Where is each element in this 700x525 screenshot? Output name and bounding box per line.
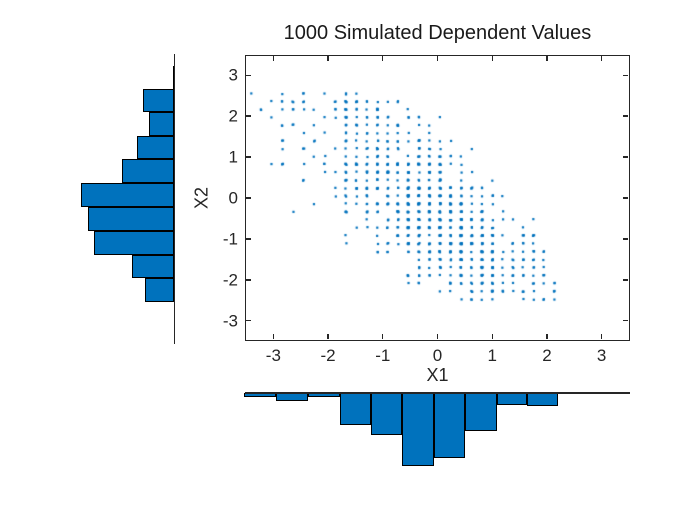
x1-hist-bar	[371, 392, 402, 436]
y-tick-mark	[246, 74, 252, 76]
y-tick-mark-right	[623, 320, 629, 322]
chart-title: 1000 Simulated Dependent Values	[283, 22, 592, 44]
x2-hist-axis-line	[173, 54, 175, 344]
y-tick-mark	[246, 238, 252, 240]
x2-hist-bar	[87, 206, 175, 231]
x1-hist-axis-line	[245, 392, 630, 394]
x-tick-label: -3	[265, 346, 281, 365]
x2-hist-bar	[145, 278, 175, 303]
x1-hist-bar	[402, 392, 434, 467]
x2-hist-bar	[121, 159, 175, 184]
y-tick-mark	[246, 115, 252, 117]
y-axis-label: X2	[191, 186, 212, 210]
x-tick-mark-top	[272, 56, 275, 62]
y-tick-label: -2	[222, 270, 238, 290]
y-tick-mark	[246, 156, 252, 158]
x2-hist-bar	[149, 112, 175, 137]
y-tick-mark-right	[623, 74, 629, 76]
x-tick-mark-top	[436, 56, 439, 62]
x-tick-label: -1	[375, 346, 391, 365]
x2-hist-bar	[132, 254, 175, 279]
x-tick-mark	[600, 334, 603, 340]
y-tick-mark	[246, 197, 252, 199]
y-tick-mark-right	[623, 156, 629, 158]
x-tick-label: 2	[542, 346, 552, 365]
y-tick-label: 1	[228, 147, 238, 167]
y-tick-mark-right	[623, 115, 629, 117]
x-tick-mark	[436, 334, 439, 340]
x2-hist-bar	[93, 230, 175, 255]
x-tick-mark	[546, 334, 548, 340]
x-tick-mark-top	[600, 56, 603, 62]
y-tick-mark-right	[623, 279, 629, 281]
y-tick-mark-right	[623, 197, 629, 199]
y-tick-label: -3	[222, 311, 238, 331]
x-tick-mark	[382, 334, 384, 340]
x2-hist-bar	[81, 183, 175, 207]
x-tick-mark-top	[327, 56, 329, 62]
y-tick-mark	[246, 279, 252, 281]
x1-hist-bar	[433, 392, 466, 459]
x-tick-mark-top	[546, 56, 548, 62]
x1-hist-bar	[339, 392, 372, 425]
x-axis-label: X1	[426, 365, 449, 385]
y-tick-label: 0	[228, 188, 238, 208]
y-tick-mark	[246, 320, 252, 322]
x1-hist-bar	[465, 392, 497, 432]
scatter-plot-area	[245, 55, 630, 341]
x-tick-mark-top	[382, 56, 384, 62]
x1-hist-bar	[527, 392, 559, 407]
y-tick-label: -1	[222, 229, 238, 249]
x-tick-label: -2	[320, 346, 336, 365]
x1-hist-bar	[496, 392, 528, 405]
y-tick-label: 2	[228, 106, 238, 126]
y-tick-label: 3	[228, 65, 238, 85]
x1-hist-bar	[276, 392, 308, 401]
y-tick-mark-right	[623, 238, 629, 240]
x2-hist-bar	[137, 136, 175, 160]
x2-hist-bar	[143, 88, 175, 113]
x-tick-mark	[272, 334, 275, 340]
x-tick-mark	[491, 334, 493, 340]
x-tick-label: 1	[487, 346, 497, 365]
scatter-points-canvas	[246, 56, 629, 340]
x-tick-label: 0	[432, 346, 443, 365]
x-tick-mark	[327, 334, 329, 340]
x-tick-label: 3	[596, 346, 607, 365]
x-tick-mark-top	[491, 56, 493, 62]
